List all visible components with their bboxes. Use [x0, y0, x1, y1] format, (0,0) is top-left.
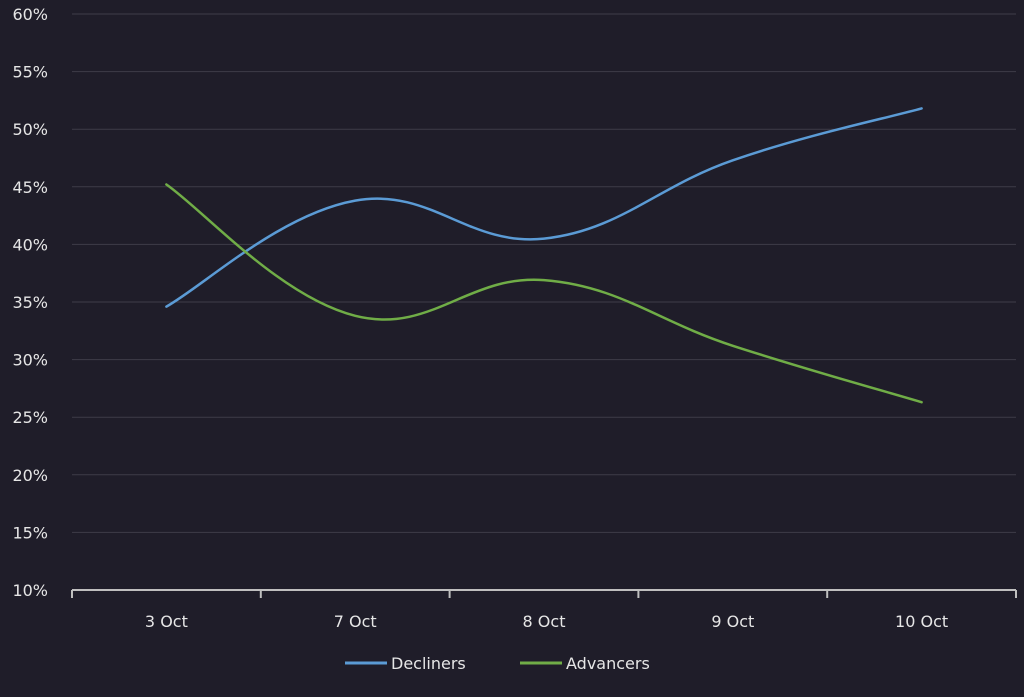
- y-tick-label: 55%: [12, 63, 48, 82]
- legend: Decliners Advancers: [345, 654, 650, 673]
- y-tick-label: 40%: [12, 235, 48, 254]
- x-tick-label: 3 Oct: [145, 612, 188, 631]
- x-tick-label: 10 Oct: [895, 612, 948, 631]
- series-line-decliners: [165, 107, 923, 308]
- y-tick-label: 35%: [12, 293, 48, 312]
- gridlines: [72, 13, 1016, 533]
- legend-label: Advancers: [566, 654, 650, 673]
- x-tick-label: 7 Oct: [334, 612, 377, 631]
- x-axis: 3 Oct 7 Oct 8 Oct 9 Oct 10 Oct: [71, 589, 1017, 631]
- y-tick-label: 60%: [12, 5, 48, 24]
- y-tick-label: 30%: [12, 351, 48, 370]
- x-tick-label: 8 Oct: [523, 612, 566, 631]
- series-lines: [165, 107, 923, 404]
- y-tick-label: 50%: [12, 120, 48, 139]
- y-tick-label: 15%: [12, 523, 48, 542]
- y-tick-label: 25%: [12, 408, 48, 427]
- x-tick-label: 9 Oct: [711, 612, 754, 631]
- y-tick-label: 45%: [12, 178, 48, 197]
- y-axis-ticks: 10% 15% 20% 25% 30% 35% 40% 45% 50% 55% 60%: [12, 5, 48, 600]
- y-tick-label: 10%: [12, 581, 48, 600]
- legend-label: Decliners: [391, 654, 466, 673]
- y-tick-label: 20%: [12, 466, 48, 485]
- series-line-advancers: [165, 183, 923, 404]
